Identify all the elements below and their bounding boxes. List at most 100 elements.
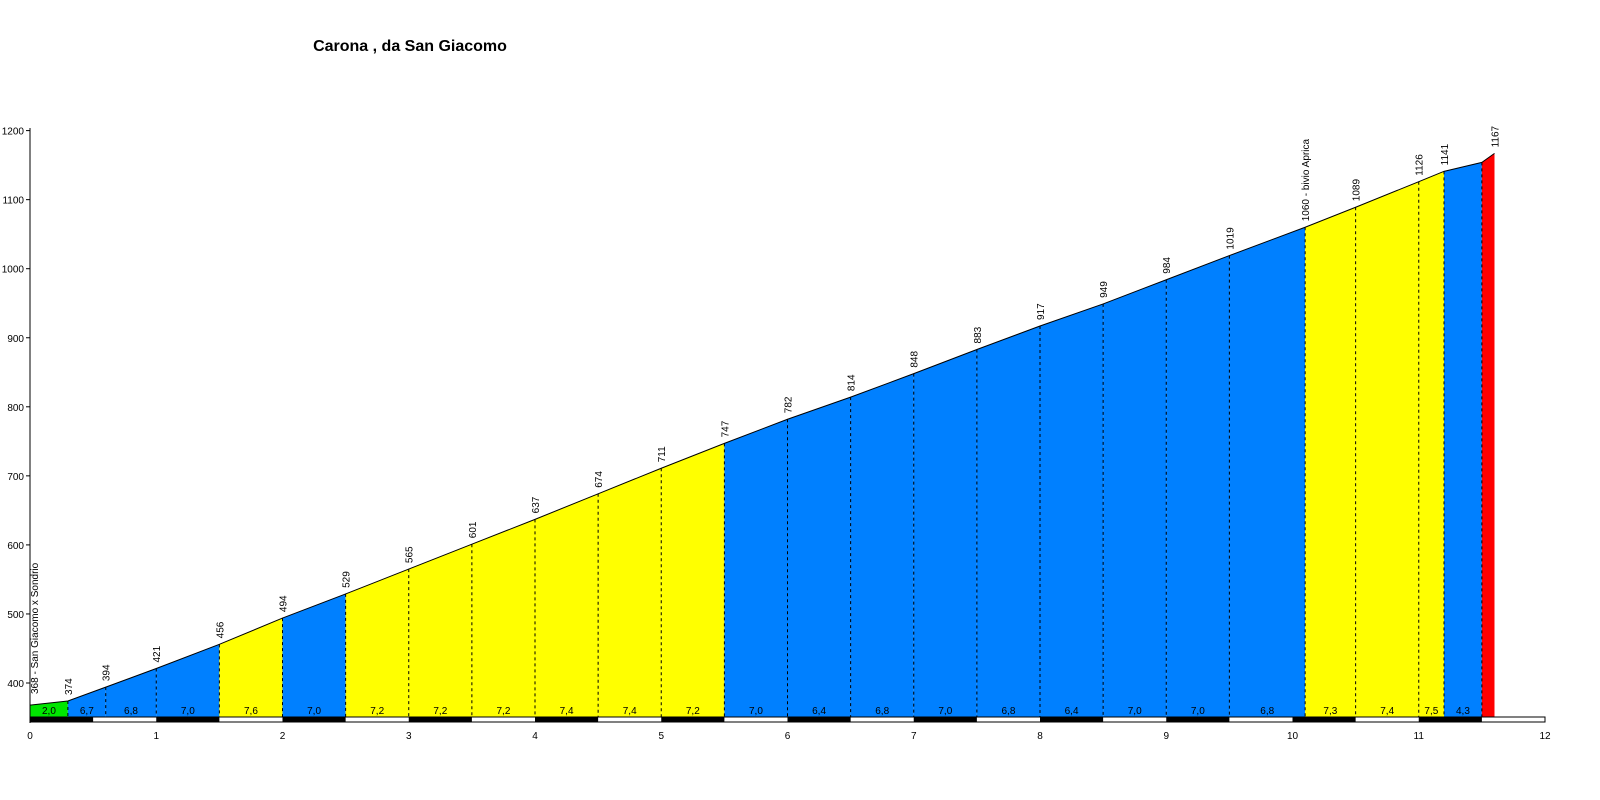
elevation-label: 529 <box>342 571 353 588</box>
profile-line <box>29 152 1495 706</box>
gradient-label: 7,5 <box>1424 706 1438 717</box>
scale-bar-block <box>661 717 725 722</box>
scale-bar-block <box>408 717 472 722</box>
segment-fills <box>30 153 1495 718</box>
y-tick-label: 800 <box>7 403 24 414</box>
elevation-label: 747 <box>720 420 731 437</box>
elevation-label: 456 <box>215 621 226 638</box>
scale-bar-block <box>1040 717 1104 722</box>
segment-fill <box>471 519 535 717</box>
x-tick-label: 4 <box>532 731 538 742</box>
segment-fill <box>850 373 914 717</box>
gradient-label: 7,2 <box>496 706 510 717</box>
elevation-label: 1089 <box>1352 179 1363 202</box>
elevation-label: 394 <box>102 664 113 681</box>
elevation-label: 368 - San Giacomo x Sondrio <box>30 562 41 694</box>
elevation-label: 601 <box>468 521 479 538</box>
y-tick-label: 1100 <box>2 196 24 207</box>
segment-fill <box>787 397 851 717</box>
segment-fill <box>219 618 283 717</box>
elevation-label: 848 <box>910 351 921 368</box>
elevation-label: 814 <box>847 374 858 391</box>
gradient-label: 6,8 <box>875 706 889 717</box>
segment-fill <box>1229 227 1306 717</box>
segment-fill <box>535 493 599 717</box>
y-tick-label: 900 <box>7 334 24 345</box>
scale-bar-block <box>787 717 851 722</box>
scale-bar-block <box>1418 717 1482 722</box>
elevation-label: 1141 <box>1440 143 1451 165</box>
gradient-label: 7,0 <box>181 706 195 717</box>
y-tick-label: 400 <box>7 679 24 690</box>
x-tick-label: 6 <box>785 731 791 742</box>
gradient-label: 2,0 <box>42 706 56 717</box>
elevation-label: 1126 <box>1415 154 1426 176</box>
scale-bar-block <box>1166 717 1230 722</box>
y-tick-label: 500 <box>7 610 24 621</box>
elevation-label: 374 <box>64 678 75 695</box>
elevation-label: 637 <box>531 496 542 513</box>
segment-fill <box>1481 153 1495 718</box>
segment-fill <box>408 544 472 717</box>
gradient-labels: 2,0 6,7 6,8 7,0 7,6 7,0 7,2 7,2 7,2 7,4 7,4 7,2 7,0 6… <box>42 706 1470 717</box>
elevation-label: 782 <box>784 396 795 413</box>
y-tick-label: 700 <box>7 472 24 483</box>
x-tick-label: 0 <box>27 731 33 742</box>
segment-fill <box>724 419 788 717</box>
x-tick-label: 12 <box>1539 731 1551 742</box>
scale-bar-block <box>913 717 977 722</box>
scale-bar-block <box>156 717 220 722</box>
x-tick-label: 2 <box>280 731 286 742</box>
segment-fill <box>1355 181 1419 717</box>
segment-fill <box>1103 279 1167 717</box>
segment-fill <box>282 593 346 717</box>
y-tick-label: 1200 <box>2 127 25 138</box>
x-tick-label: 10 <box>1287 731 1299 742</box>
profile-outline <box>29 152 1495 706</box>
elevation-label: 494 <box>279 595 290 612</box>
axes: 400 500 600 700 800 900 1000 1100 1200 <box>2 127 31 723</box>
gradient-label: 7,0 <box>307 706 321 717</box>
gradient-label: 7,2 <box>433 706 447 717</box>
elevation-label: 883 <box>973 326 984 343</box>
elevation-label: 1060 - bivio Aprica <box>1301 139 1312 222</box>
gradient-label: 6,4 <box>812 706 826 717</box>
segment-fill <box>598 468 662 717</box>
km-scale-bar: 0 1 2 3 4 5 6 7 8 9 10 11 12 <box>27 716 1551 742</box>
x-tick-label: 1 <box>153 731 159 742</box>
gradient-label: 7,0 <box>749 706 763 717</box>
segment-fill <box>913 349 977 717</box>
elevation-label: 421 <box>152 645 163 662</box>
y-tick-label: 600 <box>7 541 24 552</box>
elevation-label: 1167 <box>1491 125 1502 147</box>
gradient-label: 6,8 <box>1260 706 1274 717</box>
segment-fill <box>1040 303 1104 717</box>
x-tick-label: 11 <box>1414 731 1425 742</box>
x-tick-label: 8 <box>1037 731 1043 742</box>
segment-fill <box>661 443 725 717</box>
scale-bar-block <box>30 717 94 722</box>
segment-fill <box>105 668 157 717</box>
gradient-label: 7,0 <box>1128 706 1142 717</box>
segment-fill <box>1305 207 1356 718</box>
segment-fill <box>30 700 68 717</box>
gradient-label: 7,2 <box>370 706 384 717</box>
gradient-label: 7,0 <box>938 706 952 717</box>
elevation-labels: 368 - San Giacomo x Sondrio 374 394 421 456 4… <box>30 125 1502 695</box>
segment-fill <box>976 326 1040 717</box>
elevation-label: 984 <box>1162 257 1173 274</box>
segment-fill <box>1166 255 1230 717</box>
y-tick-label: 1000 <box>2 265 25 276</box>
gradient-label: 7,0 <box>1191 706 1205 717</box>
gradient-label: 7,3 <box>1323 706 1337 717</box>
x-tick-label: 7 <box>911 731 917 742</box>
gradient-label: 7,6 <box>244 706 258 717</box>
gradient-label: 7,2 <box>686 706 700 717</box>
gradient-label: 7,4 <box>1380 706 1394 717</box>
gradient-label: 6,8 <box>124 706 138 717</box>
scale-bar-block <box>282 717 346 722</box>
gradient-label: 4,3 <box>1456 706 1470 717</box>
x-tick-label: 3 <box>406 731 412 742</box>
elevation-label: 674 <box>594 471 605 488</box>
